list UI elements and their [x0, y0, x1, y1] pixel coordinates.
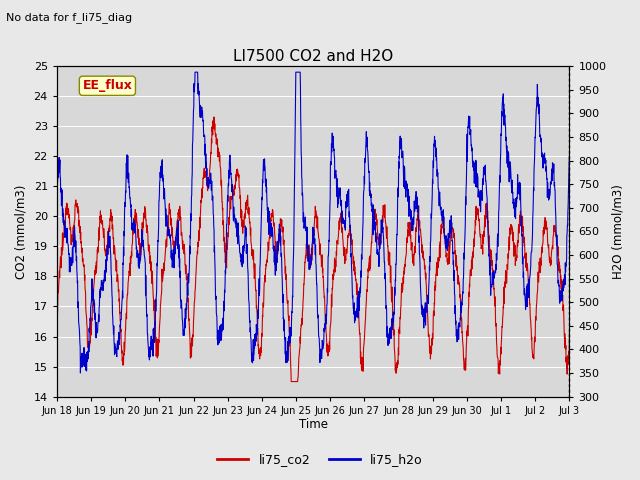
- li75_h2o: [457, 299, 465, 305]
- li75_h2o: [289, 271, 297, 277]
- li75_co2: [551, 227, 559, 232]
- li75_h2o: [566, 153, 573, 158]
- Legend: li75_co2, li75_h2o: li75_co2, li75_h2o: [212, 448, 428, 471]
- li75_h2o: [77, 370, 84, 376]
- li75_h2o: [551, 187, 559, 192]
- li75_co2: [79, 255, 87, 261]
- li75_h2o: [79, 350, 87, 356]
- Line: li75_h2o: li75_h2o: [57, 72, 570, 373]
- li75_h2o: [551, 187, 559, 192]
- Text: No data for f_li75_diag: No data for f_li75_diag: [6, 12, 132, 23]
- li75_co2: [53, 323, 61, 328]
- li75_h2o: [191, 69, 199, 75]
- li75_co2: [457, 300, 465, 306]
- li75_co2: [210, 114, 218, 120]
- Line: li75_co2: li75_co2: [57, 117, 570, 382]
- li75_co2: [566, 329, 573, 335]
- Y-axis label: CO2 (mmol/m3): CO2 (mmol/m3): [15, 184, 28, 278]
- Text: EE_flux: EE_flux: [83, 79, 132, 92]
- li75_co2: [289, 379, 297, 384]
- Y-axis label: H2O (mmol/m3): H2O (mmol/m3): [612, 184, 625, 279]
- li75_h2o: [53, 200, 61, 205]
- li75_h2o: [303, 231, 310, 237]
- li75_co2: [303, 242, 310, 248]
- li75_co2: [287, 379, 295, 384]
- li75_co2: [551, 223, 559, 228]
- Title: LI7500 CO2 and H2O: LI7500 CO2 and H2O: [233, 48, 393, 63]
- X-axis label: Time: Time: [299, 419, 328, 432]
